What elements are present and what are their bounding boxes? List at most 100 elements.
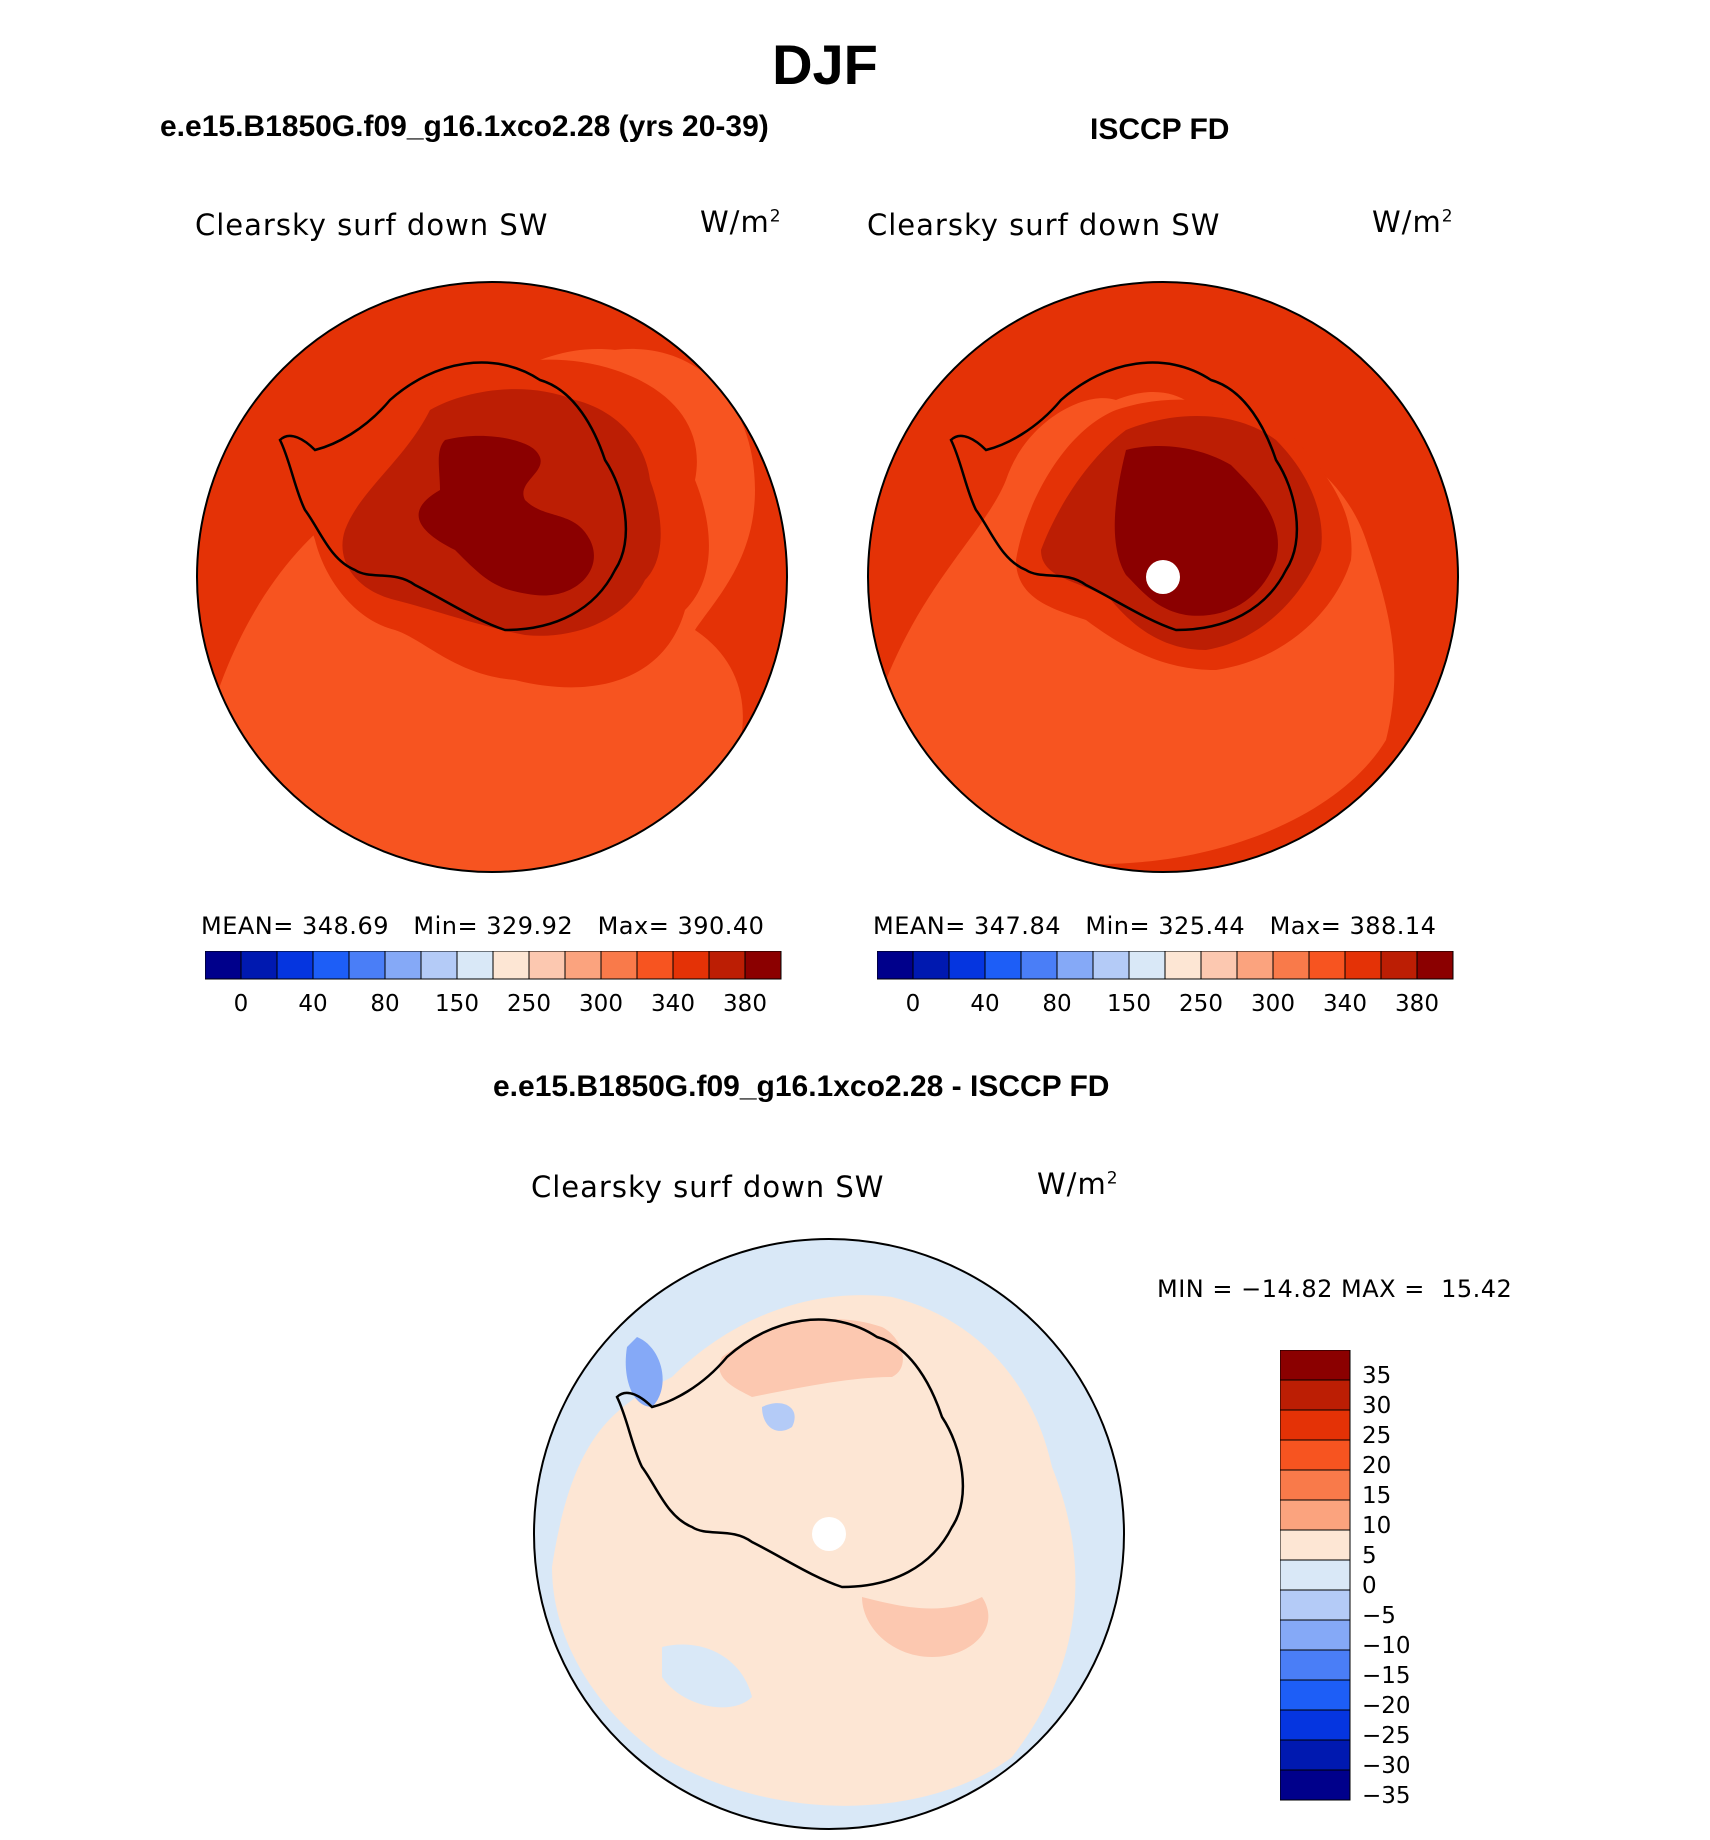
diff-missing-pole [812, 1517, 846, 1551]
right-variable-label: Clearsky surf down SW [867, 208, 1221, 242]
diff-colorbar-label: −35 [1362, 1783, 1411, 1809]
diff-colorbar-box [1280, 1619, 1351, 1651]
diff-colorbar-label: −30 [1362, 1753, 1411, 1779]
right-colorbar-box [1236, 951, 1274, 980]
right-colorbar-box [1200, 951, 1238, 980]
right-colorbar-label: 150 [1107, 991, 1151, 1017]
diff-colorbar-label: 0 [1362, 1573, 1377, 1599]
diff-units-label: W/m2 [1037, 1167, 1119, 1201]
diff-map-border [533, 1238, 1125, 1830]
left-colorbar-label: 150 [435, 991, 479, 1017]
diff-case-title: e.e15.B1850G.f09_g16.1xco2.28 - ISCCP FD [493, 1070, 1110, 1103]
diff-neg-patch-2 [662, 1644, 752, 1708]
diff-colorbar-label: 5 [1362, 1543, 1377, 1569]
left-units-label: W/m2 [700, 205, 782, 239]
left-colorbar-box [240, 951, 278, 980]
left-colorbar-label: 80 [370, 991, 399, 1017]
diff-pos-arc-top [719, 1318, 903, 1397]
right-colorbar-box [948, 951, 986, 980]
diff-colorbar-label: −20 [1362, 1693, 1411, 1719]
left-colorbar-box [420, 951, 458, 980]
right-colorbar-box [1164, 951, 1202, 980]
left-colorbar-box [348, 951, 386, 980]
diff-colorbar-box [1280, 1739, 1351, 1771]
left-colorbar-box [636, 951, 674, 980]
diff-colorbar: 35 30 25 20 15 10 5 0 −5 −10 −15 −20 −25 −30 −35 [1280, 1350, 1411, 1809]
diff-colorbar-label: −15 [1362, 1663, 1411, 1689]
left-colorbar-box [528, 951, 566, 980]
right-colorbar-label: 80 [1042, 991, 1071, 1017]
right-case-title: ISCCP FD [1090, 113, 1230, 146]
right-colorbar-box [1308, 951, 1346, 980]
right-colorbar-box [912, 951, 950, 980]
left-colorbar-box [276, 951, 314, 980]
left-colorbar-label: 380 [723, 991, 767, 1017]
diff-colorbar-box [1280, 1529, 1351, 1561]
diff-colorbar-box [1280, 1709, 1351, 1741]
diff-stats: MIN = −14.82 MAX = 15.42 [1157, 1275, 1513, 1303]
diff-colorbar-box [1280, 1379, 1351, 1411]
right-colorbar-box [1272, 951, 1310, 980]
right-colorbar-box [1128, 951, 1166, 980]
left-colorbar-box [492, 951, 530, 980]
right-coastline [949, 361, 1299, 632]
left-coastline [278, 361, 628, 632]
right-colorbar-label: 300 [1251, 991, 1295, 1017]
right-colorbar-label: 250 [1179, 991, 1223, 1017]
left-variable-label: Clearsky surf down SW [195, 208, 549, 242]
diff-colorbar-box [1280, 1409, 1351, 1441]
diff-colorbar-label: 35 [1362, 1363, 1391, 1389]
left-map [196, 281, 788, 873]
right-colorbar-label: 0 [906, 991, 921, 1017]
diff-colorbar-label: −5 [1362, 1603, 1396, 1629]
diff-pos-arc-bottom [862, 1597, 989, 1657]
diff-colorbar-box [1280, 1439, 1351, 1471]
right-colorbar-label: 340 [1323, 991, 1367, 1017]
left-colorbar-box [384, 951, 422, 980]
right-map-border [867, 281, 1459, 873]
left-colorbar-label: 0 [234, 991, 249, 1017]
diff-colorbar-box [1280, 1350, 1351, 1381]
left-plateau [418, 435, 594, 596]
left-colorbar-box [312, 951, 350, 980]
left-colorbar-label: 250 [507, 991, 551, 1017]
diff-colorbar-box [1280, 1649, 1351, 1681]
diff-colorbar-box [1280, 1559, 1351, 1591]
right-colorbar: 0 40 80 150 250 300 340 380 [877, 951, 1454, 1017]
right-colorbar-box [1056, 951, 1094, 980]
right-colorbar-box [1416, 951, 1454, 980]
left-colorbar-box [600, 951, 638, 980]
diff-variable-label: Clearsky surf down SW [531, 1170, 885, 1204]
left-colorbar-label: 40 [298, 991, 327, 1017]
right-colorbar-box [1092, 951, 1130, 980]
left-colorbar-box [205, 951, 242, 980]
diff-neg-patch-1 [625, 1337, 663, 1407]
left-colorbar-label: 340 [651, 991, 695, 1017]
diff-colorbar-label: −25 [1362, 1723, 1411, 1749]
diff-colorbar-box [1280, 1679, 1351, 1711]
right-missing-pole [1146, 560, 1180, 594]
left-colorbar-box [672, 951, 710, 980]
right-colorbar-label: 40 [970, 991, 999, 1017]
left-colorbar-box [708, 951, 746, 980]
diff-colorbar-box [1280, 1589, 1351, 1621]
right-colorbar-box [1380, 951, 1418, 980]
diff-neg-patch-3 [762, 1403, 795, 1431]
right-colorbar-box [1344, 951, 1382, 980]
diff-coastline [615, 1318, 965, 1589]
diff-colorbar-label: 15 [1362, 1483, 1391, 1509]
diff-colorbar-box [1280, 1469, 1351, 1501]
right-units-label: W/m2 [1372, 205, 1454, 239]
diff-colorbar-box [1280, 1499, 1351, 1531]
left-case-title: e.e15.B1850G.f09_g16.1xco2.28 (yrs 20-39… [160, 110, 769, 143]
left-colorbar-box [564, 951, 602, 980]
left-colorbar-label: 300 [579, 991, 623, 1017]
right-map [867, 281, 1459, 873]
figure-title: DJF [772, 33, 878, 96]
right-colorbar-label: 380 [1395, 991, 1439, 1017]
left-colorbar-box [744, 951, 782, 980]
left-map-border [196, 281, 788, 873]
diff-colorbar-label: −10 [1362, 1633, 1411, 1659]
right-colorbar-box [984, 951, 1022, 980]
right-colorbar-box [1020, 951, 1058, 980]
